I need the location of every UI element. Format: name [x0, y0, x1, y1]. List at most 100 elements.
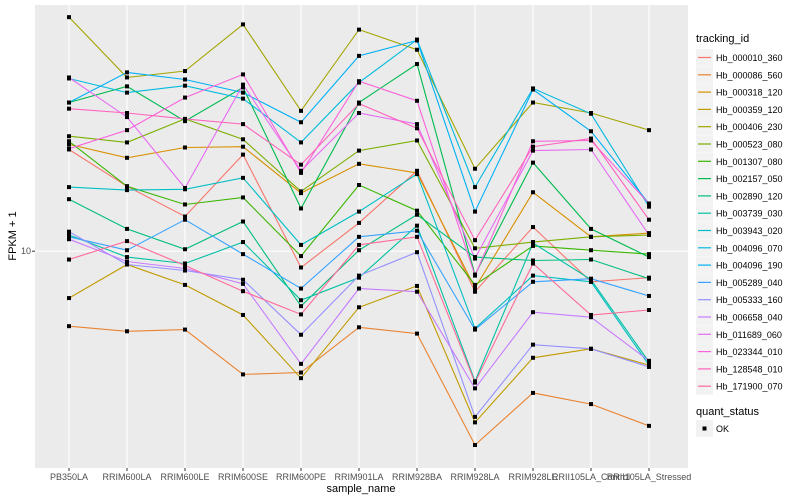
data-point — [357, 183, 361, 188]
data-point — [183, 95, 187, 100]
data-point — [183, 202, 187, 207]
data-point — [125, 226, 129, 231]
data-point — [589, 257, 593, 262]
data-point — [473, 273, 477, 278]
data-point — [647, 201, 651, 206]
data-point — [415, 62, 419, 67]
data-point — [299, 120, 303, 125]
data-point — [357, 275, 361, 280]
data-point — [125, 329, 129, 334]
data-point — [647, 364, 651, 369]
data-point — [415, 331, 419, 336]
data-point — [357, 273, 361, 278]
data-point — [125, 155, 129, 160]
data-point — [357, 220, 361, 225]
legend-label: Hb_000086_560 — [716, 70, 783, 80]
legend-title-color: tracking_id — [696, 33, 749, 45]
y-tick-label: 10 — [21, 246, 31, 256]
data-point — [183, 69, 187, 74]
data-point — [531, 100, 535, 105]
legend-item: Hb_000086_560 — [696, 66, 783, 84]
data-point — [241, 277, 245, 282]
data-point — [589, 234, 593, 239]
legend-label: Hb_002890_120 — [716, 191, 783, 201]
data-point — [125, 262, 129, 267]
x-tick-label: RRIM600LE — [160, 472, 209, 482]
legend-label: Hb_000359_120 — [716, 105, 783, 115]
data-point — [473, 414, 477, 419]
legend-label: Hb_005333_160 — [716, 295, 783, 305]
data-point — [67, 106, 71, 111]
data-point — [415, 168, 419, 173]
data-point — [299, 162, 303, 167]
legend-item: Hb_000406_230 — [696, 118, 783, 136]
legend-item: Hb_004096_070 — [696, 239, 783, 257]
legend-label: Hb_001307_080 — [716, 157, 783, 167]
legend-item: Hb_003943_020 — [696, 222, 783, 239]
data-point — [415, 212, 419, 217]
data-point — [357, 148, 361, 153]
data-point — [415, 208, 419, 213]
data-point — [473, 420, 477, 425]
data-point — [241, 82, 245, 87]
data-point — [241, 289, 245, 294]
data-point — [67, 324, 71, 329]
data-point — [415, 122, 419, 127]
data-point — [589, 346, 593, 351]
legend-label: Hb_004096_190 — [716, 261, 783, 271]
data-point — [183, 145, 187, 150]
data-point — [531, 160, 535, 165]
data-point — [241, 144, 245, 149]
data-point — [125, 184, 129, 189]
data-point — [299, 376, 303, 381]
data-point — [125, 111, 129, 116]
x-tick-label: RRIM600PE — [276, 472, 326, 482]
data-point — [67, 229, 71, 234]
data-point — [183, 83, 187, 88]
legend-label: Hb_004096_070 — [716, 243, 783, 253]
data-point — [357, 325, 361, 330]
x-tick-label: RRIM600LA — [102, 472, 151, 482]
data-point — [125, 255, 129, 260]
data-point — [299, 298, 303, 303]
legend-item: Hb_000523_080 — [696, 135, 783, 153]
legend-label: Hb_003943_020 — [716, 226, 783, 236]
data-point — [531, 279, 535, 284]
data-point — [299, 140, 303, 145]
data-point — [125, 115, 129, 120]
x-tick-label: RRIM928LA — [450, 472, 499, 482]
data-point — [241, 96, 245, 101]
legend-label: Hb_006658_040 — [716, 313, 783, 323]
legend-item: Hb_000010_360 — [696, 49, 783, 66]
data-point — [357, 305, 361, 310]
data-point — [531, 273, 535, 278]
data-point — [473, 327, 477, 332]
data-point — [183, 263, 187, 268]
data-point — [415, 250, 419, 255]
data-point — [415, 223, 419, 228]
data-point — [125, 70, 129, 75]
data-point — [589, 276, 593, 281]
data-point — [473, 286, 477, 291]
data-point — [241, 281, 245, 286]
legend-item: Hb_005289_040 — [696, 273, 783, 291]
x-tick-label: RRIM901LA — [334, 472, 383, 482]
data-point — [299, 189, 303, 194]
data-point — [183, 327, 187, 332]
data-point — [589, 147, 593, 152]
data-point — [299, 265, 303, 270]
data-point — [589, 129, 593, 134]
data-point — [589, 315, 593, 320]
data-point — [299, 370, 303, 375]
legend-item: Hb_005333_160 — [696, 291, 783, 309]
data-point — [125, 259, 129, 264]
data-point — [357, 101, 361, 106]
data-point — [299, 254, 303, 259]
data-point — [67, 296, 71, 301]
data-point — [415, 234, 419, 239]
data-point — [299, 312, 303, 317]
legend-item: Hb_001307_080 — [696, 152, 783, 170]
data-point — [183, 214, 187, 219]
data-point — [125, 90, 129, 95]
data-point — [357, 79, 361, 84]
